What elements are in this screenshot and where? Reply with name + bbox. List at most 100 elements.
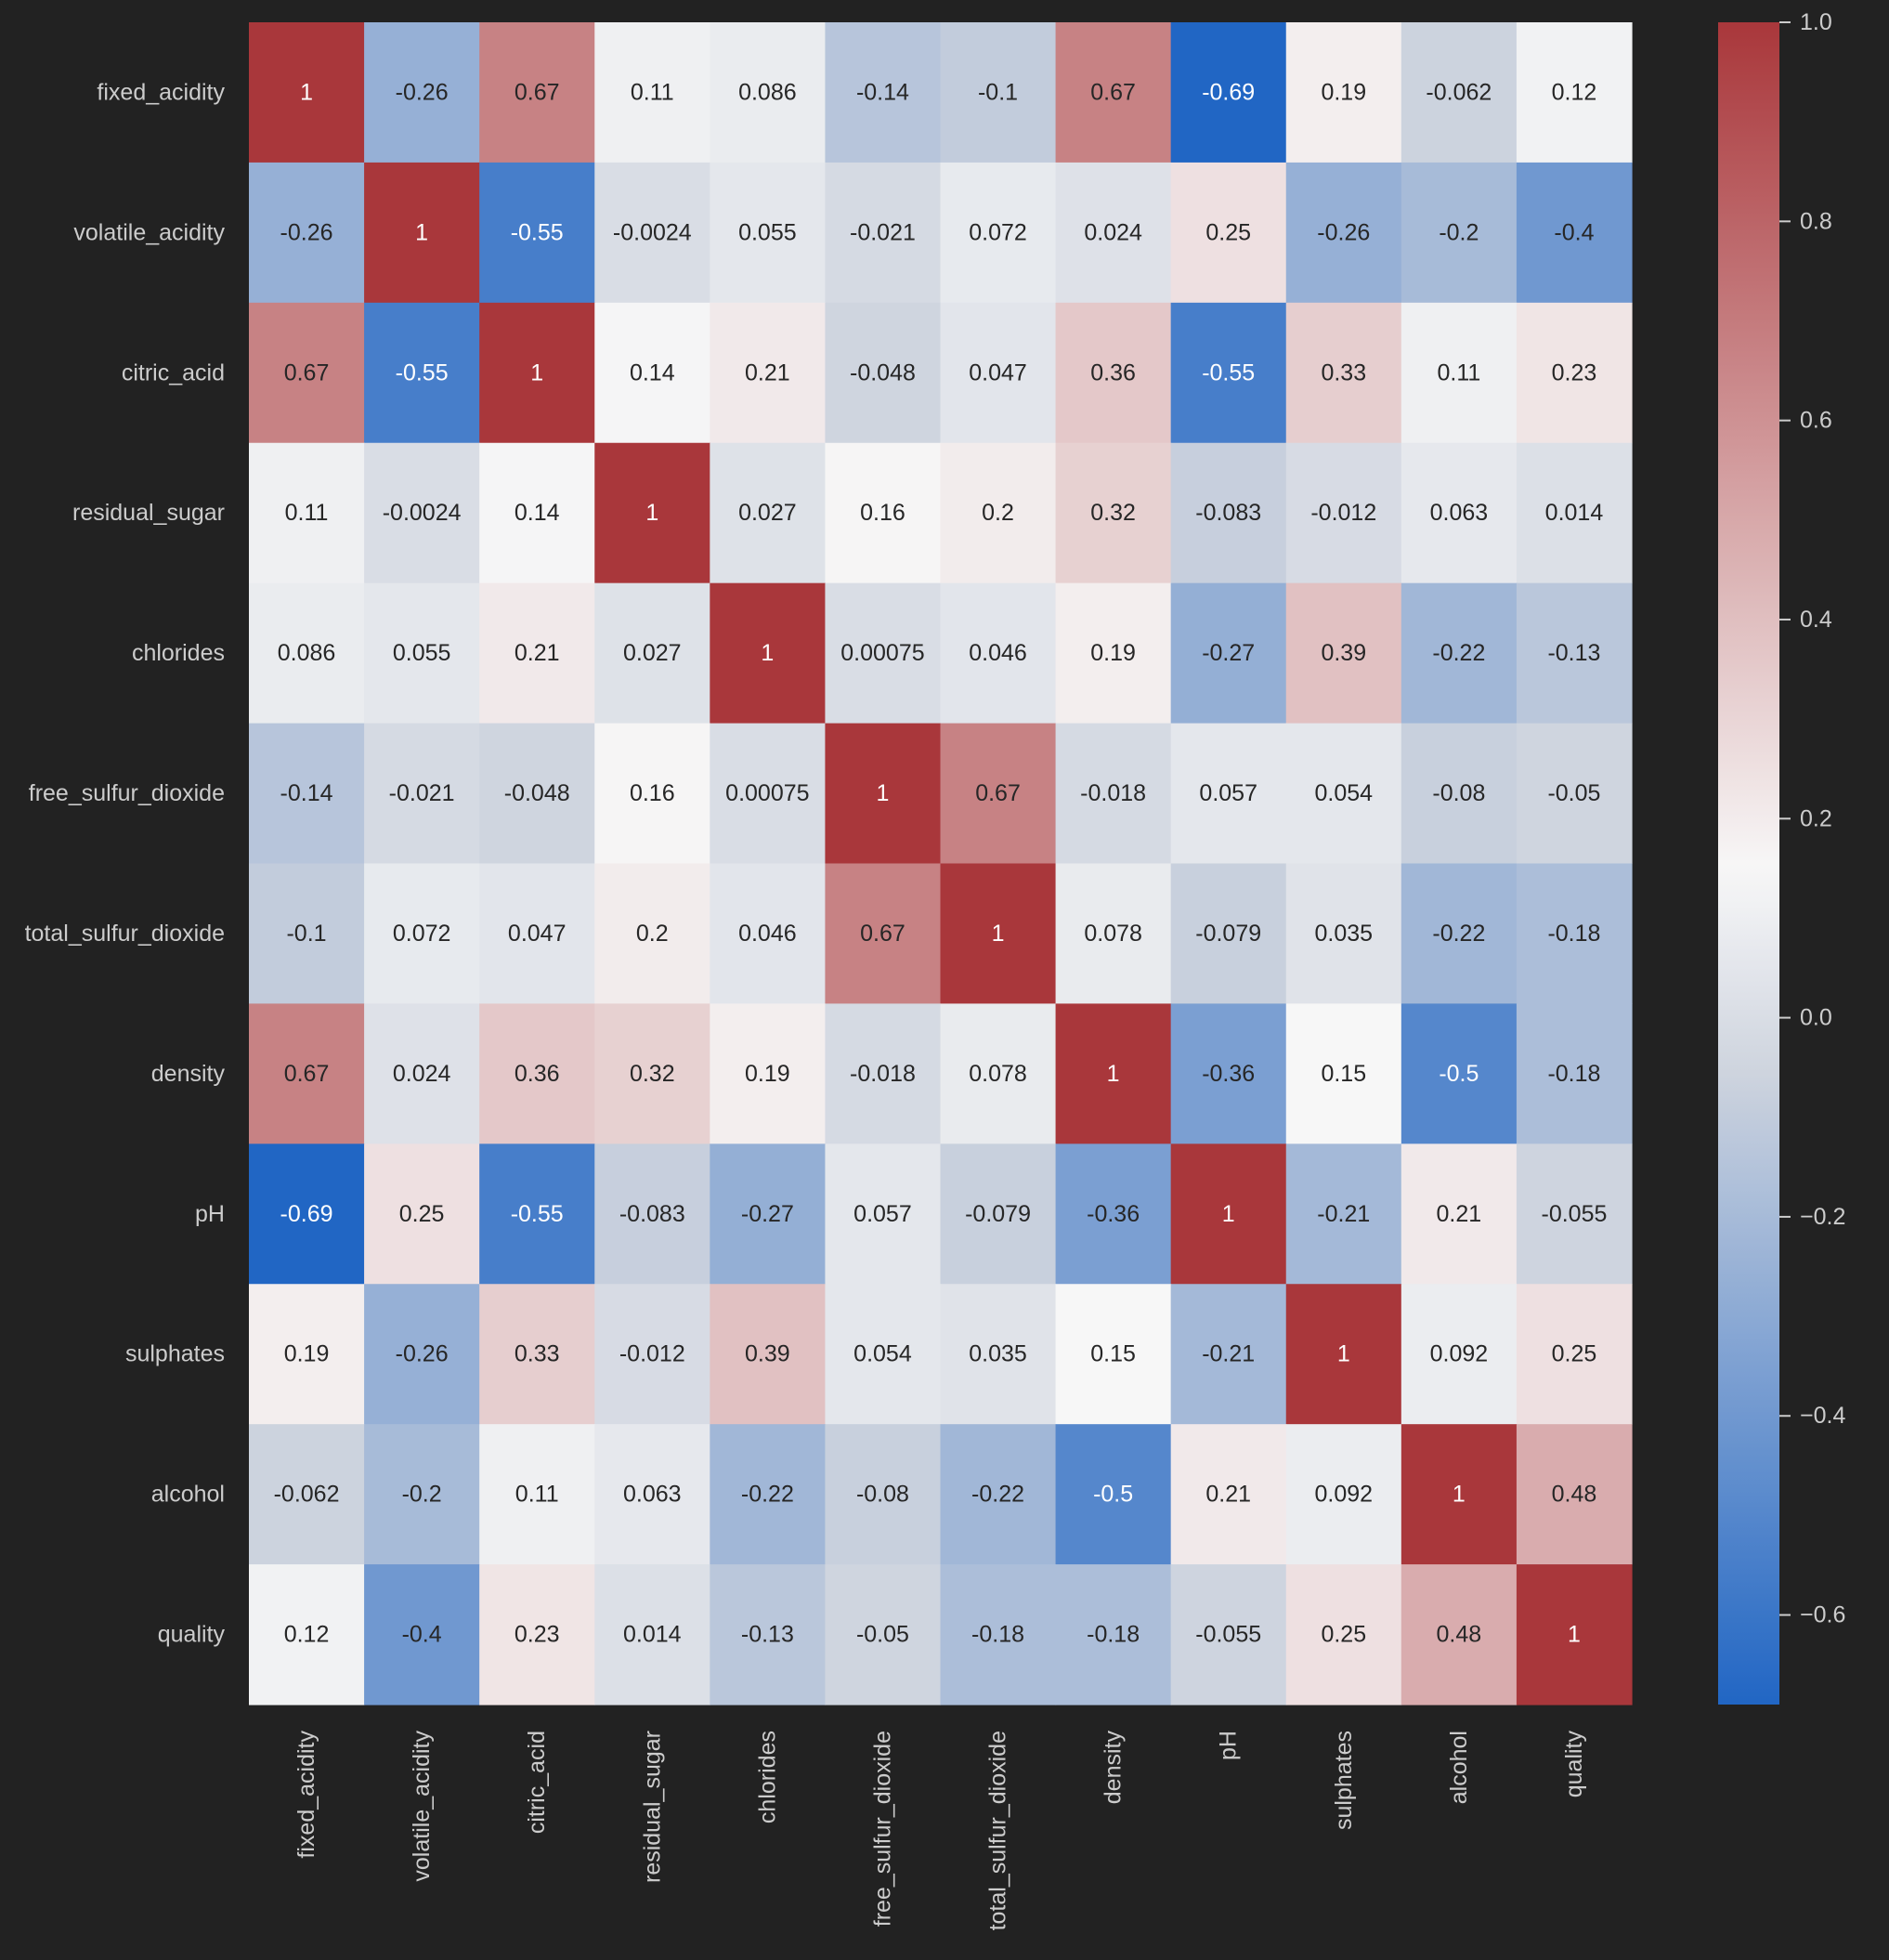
heatmap-cell-label: -0.27 (1202, 640, 1255, 666)
x-tick-label: free_sulfur_dioxide (869, 1731, 895, 1927)
heatmap-cell (1285, 442, 1402, 584)
heatmap-cell-label: 0.23 (515, 1622, 560, 1648)
heatmap-cell (1516, 582, 1633, 725)
heatmap-cell (1400, 442, 1518, 584)
heatmap-cell-label: -0.69 (1202, 79, 1255, 105)
heatmap-cell (940, 1564, 1057, 1705)
heatmap-cell-label: -0.21 (1202, 1341, 1255, 1367)
heatmap-cell-label: -0.18 (1547, 921, 1600, 947)
heatmap-cell (364, 442, 480, 584)
heatmap-cell (940, 723, 1057, 865)
heatmap-cell (479, 1003, 595, 1144)
heatmap-cell (479, 1564, 595, 1705)
heatmap-cell-label: 0.063 (1430, 500, 1489, 526)
heatmap-cell (1285, 863, 1402, 1005)
heatmap-cell (940, 1143, 1057, 1285)
heatmap-cell (1516, 1003, 1633, 1144)
heatmap-cell (1055, 22, 1172, 163)
heatmap-cell-label: 0.16 (860, 500, 905, 526)
heatmap-cell-label: 0.11 (631, 79, 674, 105)
heatmap-cell-label: 0.48 (1437, 1622, 1482, 1648)
x-tick-label: sulphates (1331, 1731, 1357, 1830)
heatmap-cell-label: 1 (1222, 1201, 1235, 1227)
heatmap-cell (364, 1284, 480, 1425)
heatmap-cell (825, 1424, 942, 1565)
heatmap-cell (710, 302, 827, 444)
y-tick-label: volatile_acidity (73, 219, 225, 245)
heatmap-cell-label: -0.05 (856, 1622, 909, 1648)
heatmap-cell (594, 162, 710, 304)
heatmap-cell (1055, 442, 1172, 584)
heatmap-cells (249, 22, 1633, 1705)
heatmap-cell (825, 302, 942, 444)
heatmap-cell-label: -0.14 (280, 780, 333, 806)
heatmap-cell (1055, 723, 1172, 865)
heatmap-cell-label: -0.22 (1432, 921, 1485, 947)
heatmap-cell-label: 0.14 (630, 359, 675, 385)
heatmap-cell (1400, 582, 1518, 725)
heatmap-cell-label: 0.055 (738, 219, 797, 245)
heatmap-cell (1285, 162, 1402, 304)
heatmap-cell (825, 582, 942, 725)
heatmap-cell-label: -0.5 (1439, 1061, 1479, 1087)
heatmap-cell (940, 1003, 1057, 1144)
heatmap-cell (249, 1143, 365, 1285)
heatmap-cell (940, 302, 1057, 444)
heatmap-cell-label: -0.55 (511, 1201, 564, 1227)
heatmap-cell (479, 863, 595, 1005)
heatmap-cell (1170, 1284, 1287, 1425)
heatmap-cell-label: -0.18 (1087, 1622, 1140, 1648)
heatmap-cell (479, 22, 595, 163)
heatmap-cell-label: -0.0024 (383, 500, 462, 526)
heatmap-cell (940, 162, 1057, 304)
heatmap-cell-label: -0.062 (1426, 79, 1492, 105)
heatmap-cell (1400, 1564, 1518, 1705)
heatmap-cell-label: 0.19 (745, 1061, 790, 1087)
heatmap-cell-label: 1 (1453, 1482, 1466, 1508)
heatmap-cell (249, 863, 365, 1005)
heatmap-cell-label: -0.079 (1195, 921, 1261, 947)
heatmap-cell-label: 0.078 (1084, 921, 1142, 947)
heatmap-cell (1516, 1143, 1633, 1285)
heatmap-cell (249, 723, 365, 865)
heatmap-cell (1285, 1143, 1402, 1285)
heatmap-cell-label: 0.16 (630, 780, 675, 806)
heatmap-cell (825, 1284, 942, 1425)
colorbar-tick-label: −0.4 (1800, 1403, 1845, 1429)
heatmap-cell-label: -0.21 (1317, 1201, 1370, 1227)
heatmap-cell-label: -0.05 (1547, 780, 1600, 806)
heatmap-cell-label: 1 (992, 921, 1005, 947)
y-tick-label: total_sulfur_dioxide (25, 921, 225, 947)
heatmap-cell (1055, 302, 1172, 444)
heatmap-cell (594, 582, 710, 725)
heatmap-cell-label: -0.14 (856, 79, 909, 105)
heatmap-cell (1516, 1424, 1633, 1565)
heatmap-cell (1055, 863, 1172, 1005)
heatmap-cell (1400, 723, 1518, 865)
x-tick-label: citric_acid (524, 1731, 550, 1834)
heatmap-cell-label: 1 (1568, 1622, 1581, 1648)
y-tick-label: chlorides (132, 640, 225, 666)
heatmap-cell-label: 0.014 (623, 1622, 682, 1648)
heatmap-cell (940, 22, 1057, 163)
x-tick-label: chlorides (754, 1731, 780, 1823)
heatmap-cell-label: 0.11 (515, 1482, 559, 1508)
heatmap-cell (479, 162, 595, 304)
heatmap-cell-label: 0.14 (515, 500, 560, 526)
colorbar-tick-label: −0.6 (1800, 1602, 1845, 1628)
heatmap-cell (594, 1284, 710, 1425)
heatmap-cell-label: -0.18 (1547, 1061, 1600, 1087)
heatmap-cell (1055, 162, 1172, 304)
heatmap-cell-label: 0.21 (1205, 1482, 1251, 1508)
heatmap-cell (825, 442, 942, 584)
heatmap-cell-label: 0.035 (1315, 921, 1374, 947)
heatmap-cell-label: 0.014 (1545, 500, 1604, 526)
heatmap-cell-label: 0.092 (1430, 1341, 1489, 1367)
heatmap-cell-label: 0.25 (399, 1201, 445, 1227)
y-tick-label: density (151, 1061, 226, 1087)
heatmap-cell-label: -0.55 (396, 359, 449, 385)
heatmap-cell (710, 1003, 827, 1144)
heatmap-cell (940, 863, 1057, 1005)
heatmap-cell-label: -0.018 (850, 1061, 916, 1087)
heatmap-cell (1285, 1424, 1402, 1565)
